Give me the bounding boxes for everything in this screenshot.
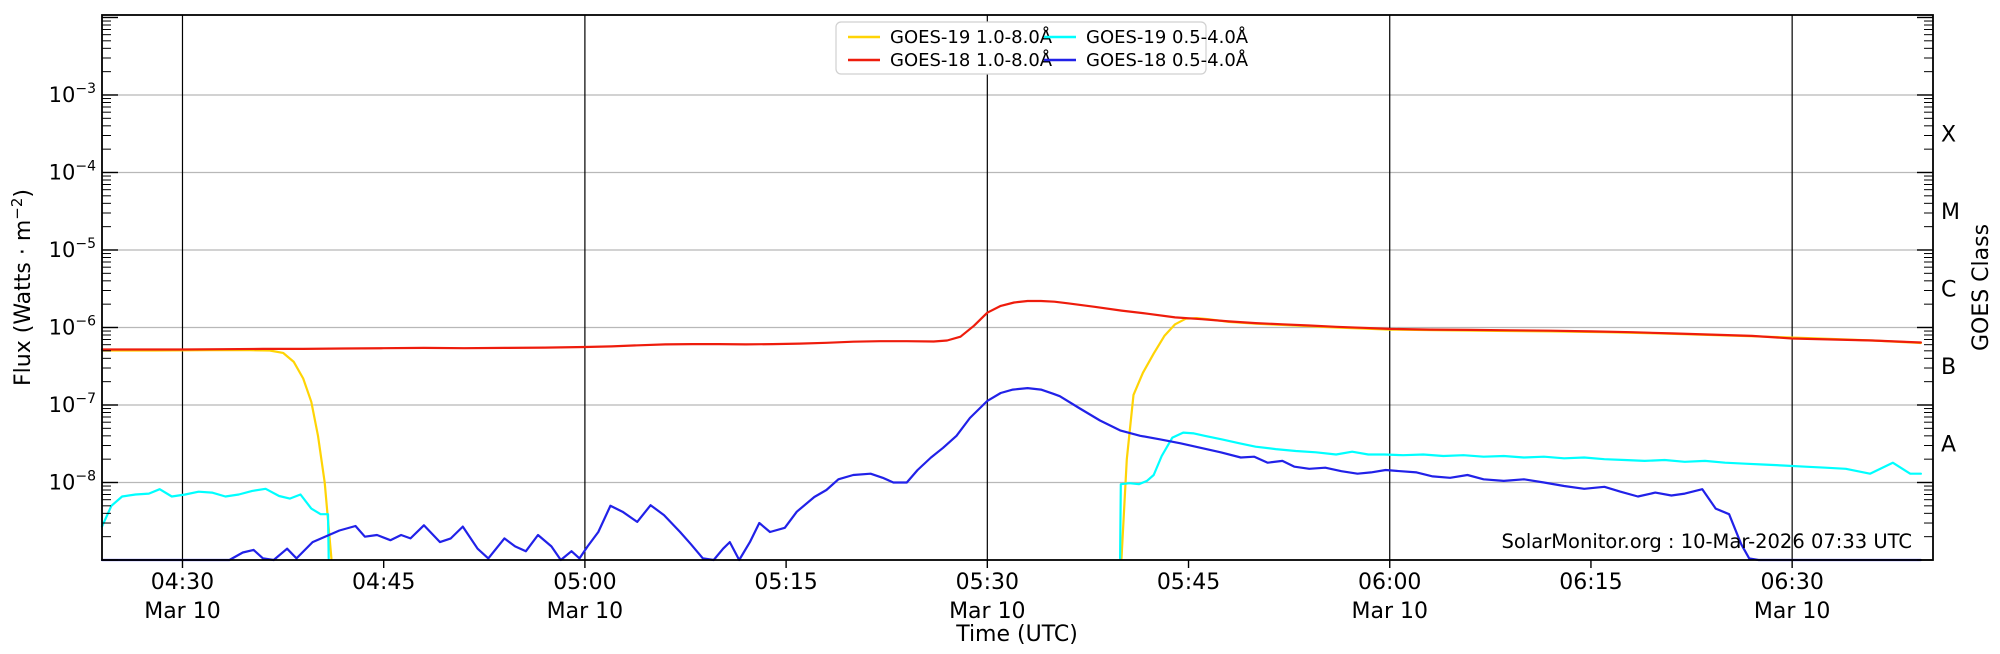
x-tick-date-06:00: Mar 10 xyxy=(1351,599,1428,624)
goes-class-C: C xyxy=(1941,278,1956,303)
horizontal-gridlines xyxy=(102,94,1933,484)
flux-series-lines xyxy=(100,299,1923,562)
x-tick-label-05:30: 05:30 xyxy=(956,570,1019,595)
x-tick-label-04:45: 04:45 xyxy=(352,570,415,595)
vertical-gridlines xyxy=(181,15,1793,560)
y-tick-label-10e-8: 10−8 xyxy=(49,468,96,494)
y-tick-label-10e-7: 10−7 xyxy=(49,391,96,417)
x-tick-label-06:00: 06:00 xyxy=(1358,570,1421,595)
goes19_short-line-seg1 xyxy=(1118,431,1923,560)
legend-box xyxy=(835,21,1207,75)
watermark: SolarMonitor.org : 10-Mar-2026 07:33 UTC xyxy=(1502,530,1912,553)
goes19_short-line-seg0 xyxy=(100,487,330,560)
legend-label-goes19_long: GOES-19 1.0-8.0Å xyxy=(890,26,1053,48)
x-tick-label-05:15: 05:15 xyxy=(754,570,817,595)
goes-class-B: B xyxy=(1941,355,1956,380)
x-tick-label-06:15: 06:15 xyxy=(1559,570,1622,595)
x-tick-labels: 04:30 Mar 10 04:45 05:00 Mar 10 05:15 05:30 Mar… xyxy=(144,570,1830,624)
x-tick-label-06:30: 06:30 xyxy=(1760,570,1823,595)
goes-class-X: X xyxy=(1941,123,1956,148)
x-tick-date-04:30: Mar 10 xyxy=(144,599,221,624)
y-tick-label-10e-3: 10−3 xyxy=(49,81,96,107)
x-tick-date-05:30: Mar 10 xyxy=(949,599,1026,624)
x-tick-label-05:45: 05:45 xyxy=(1157,570,1220,595)
y-tick-label-10e-4: 10−4 xyxy=(49,158,96,184)
x-tick-date-05:00: Mar 10 xyxy=(547,599,624,624)
goes19_long-line-seg0 xyxy=(100,349,333,560)
goes-class-A: A xyxy=(1941,433,1956,458)
right-axis-title: GOES Class xyxy=(1969,224,1994,351)
legend-label-goes18_short: GOES-18 0.5-4.0Å xyxy=(1086,49,1249,71)
y-tick-label-10e-5: 10−5 xyxy=(49,236,96,262)
goes18_long-line-seg0 xyxy=(100,299,1923,351)
legend-label-goes19_short: GOES-19 0.5-4.0Å xyxy=(1086,26,1249,48)
axis-ticks xyxy=(102,16,1933,568)
x-axis-title: Time (UTC) xyxy=(955,622,1078,647)
x-tick-label-04:30: 04:30 xyxy=(151,570,214,595)
legend-label-goes18_long: GOES-18 1.0-8.0Å xyxy=(890,49,1053,71)
plot-border xyxy=(101,14,1934,561)
x-tick-label-05:00: 05:00 xyxy=(553,570,616,595)
goes-class-M: M xyxy=(1941,200,1960,225)
y-tick-labels: 10−3 10−4 10−5 10−6 10−7 10−8 xyxy=(49,81,96,495)
goes-class-letters: X M C B A xyxy=(1941,123,1960,458)
goes18_short-line-seg0 xyxy=(100,387,1923,562)
y-axis-title: Flux (Watts · m−2) xyxy=(8,189,36,386)
y-tick-label-10e-6: 10−6 xyxy=(49,313,96,339)
goes19_long-line-seg1 xyxy=(1120,317,1923,560)
x-tick-date-06:30: Mar 10 xyxy=(1754,599,1831,624)
